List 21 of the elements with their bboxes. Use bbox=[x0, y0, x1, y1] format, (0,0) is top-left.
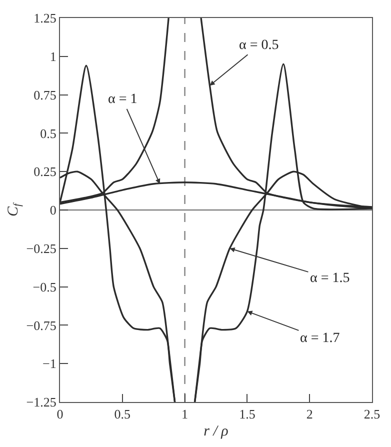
y-tick-label: 0.5 bbox=[40, 126, 56, 141]
y-tick-label: −1.25 bbox=[26, 394, 56, 410]
y-tick-label: −0.5 bbox=[32, 279, 56, 294]
y-tick-label: −0.25 bbox=[26, 240, 56, 256]
y-tick-label: 0 bbox=[50, 202, 56, 218]
annotation: α = 0.5 bbox=[239, 38, 279, 53]
x-tick-label: 0.5 bbox=[114, 406, 131, 422]
annotation: α = 1.7 bbox=[300, 331, 340, 346]
x-tick-label: 2.5 bbox=[364, 406, 380, 422]
x-tick-label: 1.5 bbox=[239, 406, 256, 422]
y-tick-label: 0.75 bbox=[34, 87, 56, 102]
annotation: α = 1.5 bbox=[310, 271, 350, 286]
x-axis-title: r / ρ bbox=[204, 424, 228, 440]
x-tick-label: 1 bbox=[182, 406, 188, 422]
x-tick-label: 2 bbox=[306, 406, 313, 422]
y-tick-label: −0.75 bbox=[26, 318, 56, 333]
y-tick-label: −1 bbox=[42, 356, 56, 372]
y-tick-label: 1.25 bbox=[34, 10, 56, 26]
annotation: α = 1 bbox=[108, 92, 138, 107]
y-tick-label: 0.25 bbox=[34, 164, 56, 180]
y-tick-label: 1 bbox=[50, 48, 56, 64]
